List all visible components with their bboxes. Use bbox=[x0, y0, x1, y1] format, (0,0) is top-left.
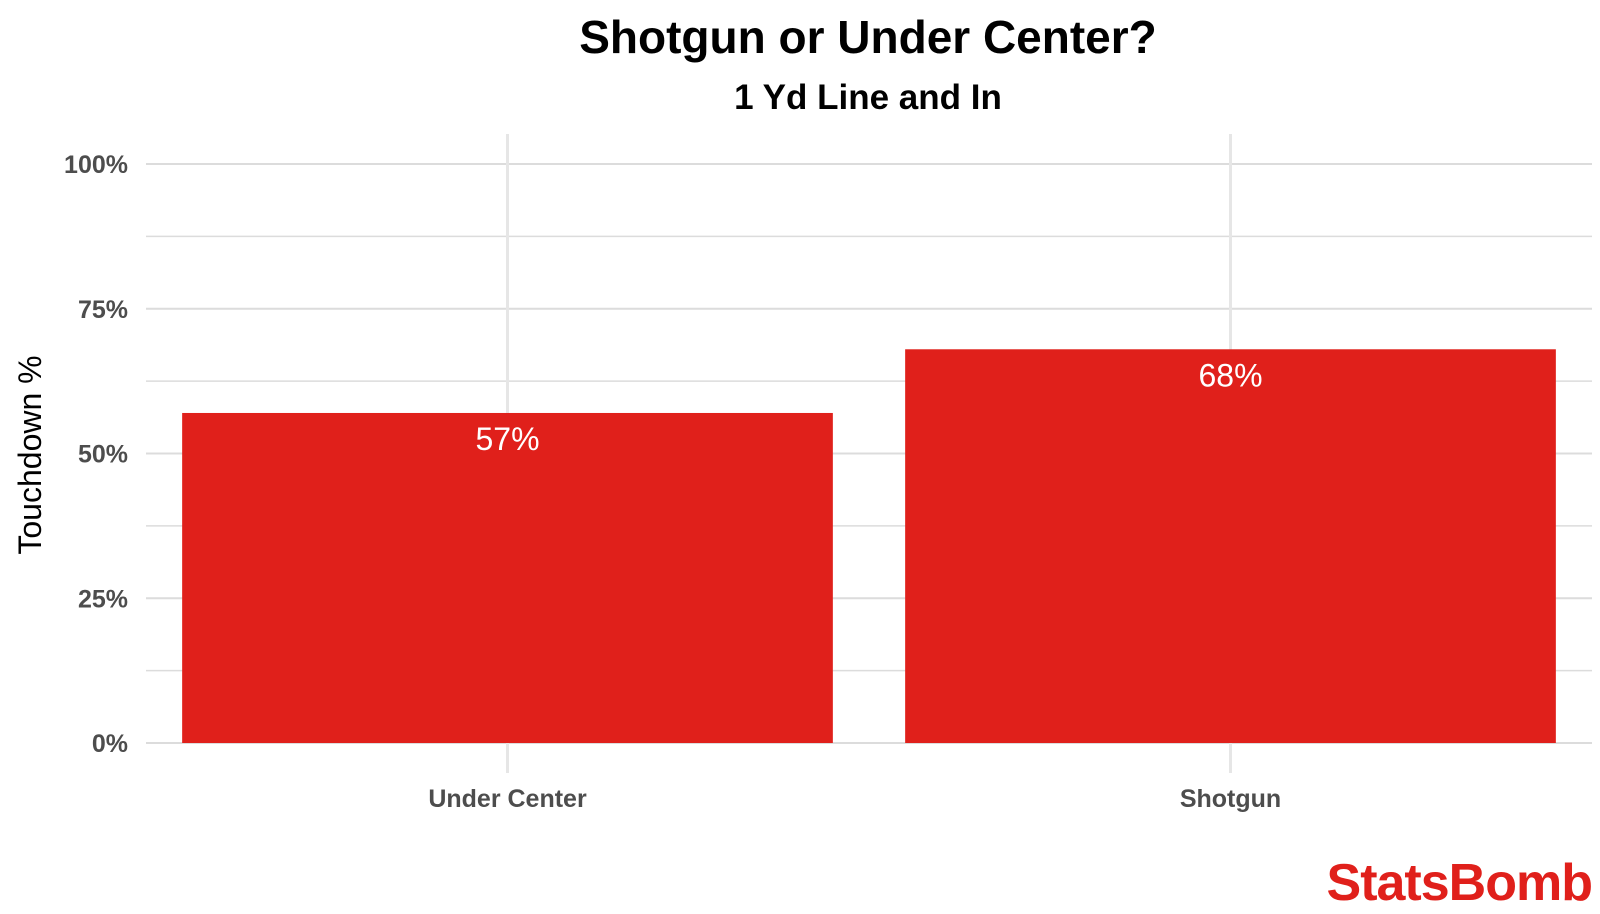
y-tick-label: 50% bbox=[78, 441, 128, 469]
data-labels: 57% 68% bbox=[475, 357, 1262, 457]
data-label: 57% bbox=[475, 421, 539, 457]
x-tick-label: Under Center bbox=[428, 785, 587, 813]
bars bbox=[182, 349, 1556, 743]
chart-subtitle: 1 Yd Line and In bbox=[734, 78, 1002, 117]
chart-title: Shotgun or Under Center? bbox=[579, 11, 1157, 63]
data-label: 68% bbox=[1198, 357, 1262, 393]
y-tick-label: 75% bbox=[78, 296, 128, 324]
y-axis-title: Touchdown % bbox=[12, 355, 48, 554]
bar bbox=[905, 349, 1556, 743]
y-tick-label: 25% bbox=[78, 585, 128, 613]
bar bbox=[182, 412, 833, 743]
y-tick-label: 0% bbox=[92, 730, 128, 758]
brand-logo: StatsBomb bbox=[1327, 854, 1592, 912]
x-tick-label: Shotgun bbox=[1180, 785, 1281, 813]
axes: 0% 25% 50% 75% 100% Under Center Shotgun bbox=[64, 151, 1281, 813]
y-tick-label: 100% bbox=[64, 151, 128, 179]
